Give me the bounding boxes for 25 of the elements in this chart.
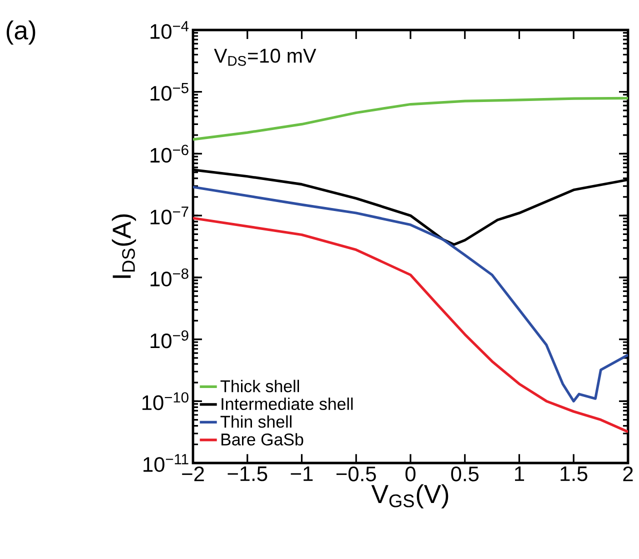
text: (a) xyxy=(6,20,36,45)
line-series xyxy=(193,96,628,141)
line-series xyxy=(193,216,628,434)
x-tick-label: 1 xyxy=(515,466,524,481)
legend-label: Intermediate shell xyxy=(222,398,353,410)
legend-label: Thin shell xyxy=(220,415,292,428)
x-tick-label: 0.5 xyxy=(451,466,479,482)
y-axis-title: I$_{DS}$(A) xyxy=(112,214,136,278)
x-axis-title: V$_{GS}$(V) xyxy=(371,484,448,508)
x-tick-label: −1 xyxy=(290,466,313,481)
y-tick-label: 10$^{−5}$ xyxy=(150,82,188,101)
y-tick-label: 10$^{−8}$ xyxy=(150,268,188,286)
legend-label: Bare GaSb xyxy=(222,433,304,446)
y-tick-label: 10$^{−4}$ xyxy=(150,21,189,39)
y-tick-label: 10$^{−10}$ xyxy=(142,392,188,410)
x-tick-label: 2 xyxy=(623,466,633,482)
x-tick-label: −0.5 xyxy=(336,466,376,482)
y-tick-label: 10$^{−7}$ xyxy=(150,206,188,224)
x-tick-label: −1.5 xyxy=(228,466,268,482)
y-tick-label: 10$^{−9}$ xyxy=(150,330,188,348)
annotation: V$_{DS}$=10 mV xyxy=(214,48,316,66)
legend-label: Thick shell xyxy=(220,380,299,392)
x-tick-label: 0 xyxy=(405,466,416,482)
y-tick-label: 10$^{−6}$ xyxy=(150,144,188,163)
x-tick-label: 1.5 xyxy=(560,466,588,482)
